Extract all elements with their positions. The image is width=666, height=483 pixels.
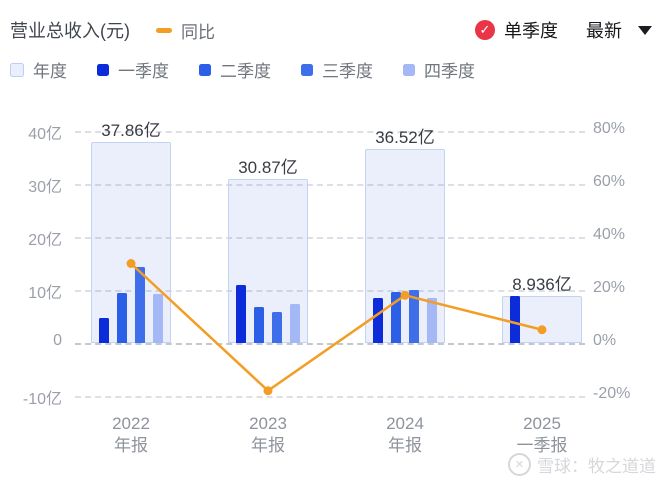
q1-bar-2022[interactable] [99,317,109,343]
xueqiu-logo-icon [508,453,531,476]
latest-dropdown[interactable]: 最新 [586,17,652,43]
q4-swatch-icon [403,63,415,76]
q1-bar-2023[interactable] [236,285,246,343]
yoy-legend[interactable]: 同比 [156,18,215,43]
chevron-down-icon [638,25,652,35]
yoy-line-layer [126,259,547,396]
chart-title: 营业总收入(元) [10,21,130,41]
yoy-point-2023[interactable] [263,386,273,396]
gridline [75,343,585,345]
yoy-point-2024[interactable] [400,290,410,300]
chart-header: 营业总收入(元) 同比 单季度 最新 [10,17,652,43]
y-axis-tick-left: 40亿 [28,126,62,143]
yoy-point-2025[interactable] [537,325,547,335]
legend-label: 一季度 [118,62,169,81]
right-y-axis: 80% 60% 40% 20% 0% -20% [593,0,663,483]
single-quarter-label: 单季度 [504,21,558,41]
annual-swatch-icon [10,62,24,77]
annual-value-label: 8.936亿 [512,274,572,294]
latest-dropdown-value: 最新 [586,21,622,41]
y-axis-tick-left: 20亿 [28,232,62,249]
x-axis-label-2025: 2025 一季报 [516,414,568,455]
y-axis-tick-right: 0% [593,332,617,349]
q4-bar-2024[interactable] [427,297,437,343]
legend-item-annual[interactable]: 年度 [10,57,67,82]
y-axis-tick-right: -20% [593,385,631,402]
q2-bar-2022[interactable] [117,292,127,343]
yoy-line [130,262,543,392]
q2-swatch-icon [199,63,211,76]
y-axis-tick-left: -10亿 [22,391,62,408]
watermark: 雪球：牧之道道 [508,452,656,477]
q1-swatch-icon [97,63,109,76]
y-axis-tick-left: 0 [53,332,62,349]
gridline [75,131,585,133]
legend-item-q1[interactable]: 一季度 [97,57,169,82]
left-y-axis: 40亿 30亿 20亿 10亿 0 -10亿 [0,0,62,483]
q3-swatch-icon [301,63,313,76]
q3-bar-2022[interactable] [135,266,145,343]
q1-bar-2025[interactable] [510,295,520,343]
annual-value-label: 37.86亿 [101,121,161,141]
plot-area[interactable]: 37.86亿 30.87亿 36.52亿 8.936亿 [75,105,585,415]
y-axis-tick-right: 20% [593,279,626,296]
y-axis-tick-left: 10亿 [28,285,62,302]
x-axis-label-2023: 2023 年报 [249,414,287,455]
annual-value-label: 36.52亿 [375,128,435,148]
q3-bar-2023[interactable] [272,311,282,343]
legend-item-q3[interactable]: 三季度 [301,57,373,82]
q2-bar-2023[interactable] [254,307,264,343]
gridline [75,237,585,239]
q1-bar-2024[interactable] [373,298,383,343]
gridline [75,184,585,186]
q3-bar-2024[interactable] [409,290,419,343]
legend-label: 二季度 [220,62,271,81]
y-axis-tick-left: 30亿 [28,179,62,196]
check-icon [475,20,495,40]
series-legend: 年度 一季度 二季度 三季度 四季度 [10,57,475,82]
legend-item-q4[interactable]: 四季度 [403,57,475,82]
gridline [75,396,585,398]
q4-bar-2022[interactable] [153,294,163,343]
yoy-line-icon [156,27,172,33]
single-quarter-checkbox[interactable]: 单季度 [475,17,558,43]
x-axis-label-2022: 2022 年报 [112,414,150,455]
q2-bar-2024[interactable] [391,292,401,343]
legend-label: 年度 [33,62,67,81]
watermark-text: 雪球：牧之道道 [537,457,656,476]
annual-value-label: 30.87亿 [238,158,298,178]
legend-label: 四季度 [424,62,475,81]
y-axis-tick-right: 40% [593,226,626,243]
legend-item-q2[interactable]: 二季度 [199,57,271,82]
y-axis-tick-right: 60% [593,173,626,190]
y-axis-tick-right: 80% [593,120,626,137]
yoy-legend-label: 同比 [181,22,215,42]
gridline [75,290,585,292]
q4-bar-2023[interactable] [290,303,300,343]
x-axis-label-2024: 2024 年报 [386,414,424,455]
legend-label: 三季度 [322,62,373,81]
yoy-point-2022[interactable] [126,259,136,268]
